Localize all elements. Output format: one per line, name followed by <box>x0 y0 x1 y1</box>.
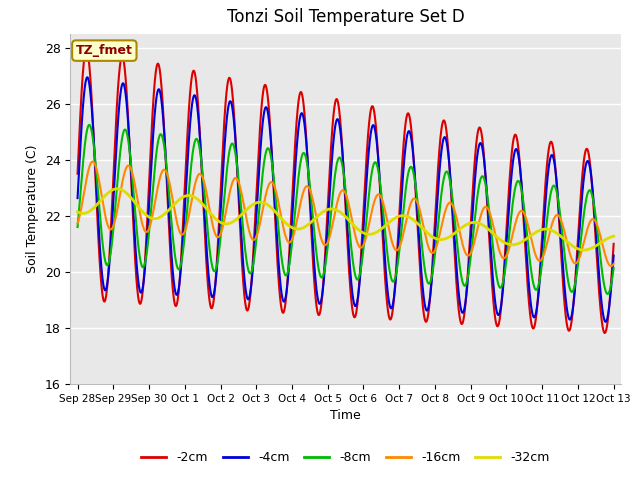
-2cm <box>280 310 287 315</box>
-16cm <box>167 186 175 192</box>
-4cm <box>74 195 81 201</box>
-16cm <box>600 245 607 251</box>
-32cm <box>74 209 81 215</box>
-16cm <box>280 224 287 230</box>
-16cm <box>303 183 310 189</box>
-32cm <box>280 218 287 224</box>
Text: TZ_fmet: TZ_fmet <box>76 44 132 57</box>
Legend: -2cm, -4cm, -8cm, -16cm, -32cm: -2cm, -4cm, -8cm, -16cm, -32cm <box>136 446 555 469</box>
-4cm <box>541 198 549 204</box>
-32cm <box>303 223 310 228</box>
-16cm <box>135 204 143 210</box>
-32cm <box>167 205 175 211</box>
-16cm <box>74 220 81 226</box>
-2cm <box>83 47 90 52</box>
-16cm <box>89 158 97 164</box>
Line: -4cm: -4cm <box>77 77 614 322</box>
Title: Tonzi Soil Temperature Set D: Tonzi Soil Temperature Set D <box>227 9 465 26</box>
-2cm <box>601 330 609 336</box>
-8cm <box>604 291 611 297</box>
-4cm <box>602 319 609 324</box>
-4cm <box>280 298 287 304</box>
-32cm <box>580 247 588 253</box>
-16cm <box>541 246 549 252</box>
-32cm <box>113 186 121 192</box>
-8cm <box>135 247 143 253</box>
Line: -8cm: -8cm <box>77 125 614 294</box>
-4cm <box>600 312 607 318</box>
-8cm <box>86 122 93 128</box>
-4cm <box>610 252 618 258</box>
-4cm <box>167 240 175 246</box>
-2cm <box>74 171 81 177</box>
Y-axis label: Soil Temperature (C): Soil Temperature (C) <box>26 144 39 273</box>
-8cm <box>541 229 549 235</box>
-32cm <box>541 226 549 232</box>
Line: -16cm: -16cm <box>77 161 614 266</box>
Line: -32cm: -32cm <box>77 189 614 250</box>
-2cm <box>135 298 143 304</box>
X-axis label: Time: Time <box>330 409 361 422</box>
-2cm <box>303 140 310 145</box>
-16cm <box>610 261 618 267</box>
-16cm <box>607 263 615 269</box>
-2cm <box>541 180 549 185</box>
-2cm <box>610 241 618 247</box>
-8cm <box>610 265 618 271</box>
-8cm <box>280 266 287 272</box>
-4cm <box>303 143 310 148</box>
-32cm <box>610 233 618 239</box>
-4cm <box>83 74 91 80</box>
-8cm <box>600 277 607 283</box>
-4cm <box>135 283 143 288</box>
-2cm <box>167 257 175 263</box>
-32cm <box>600 238 607 244</box>
-8cm <box>74 224 81 230</box>
-8cm <box>303 157 310 163</box>
-8cm <box>167 210 175 216</box>
-2cm <box>600 327 607 333</box>
Line: -2cm: -2cm <box>77 49 614 333</box>
-32cm <box>135 204 143 210</box>
